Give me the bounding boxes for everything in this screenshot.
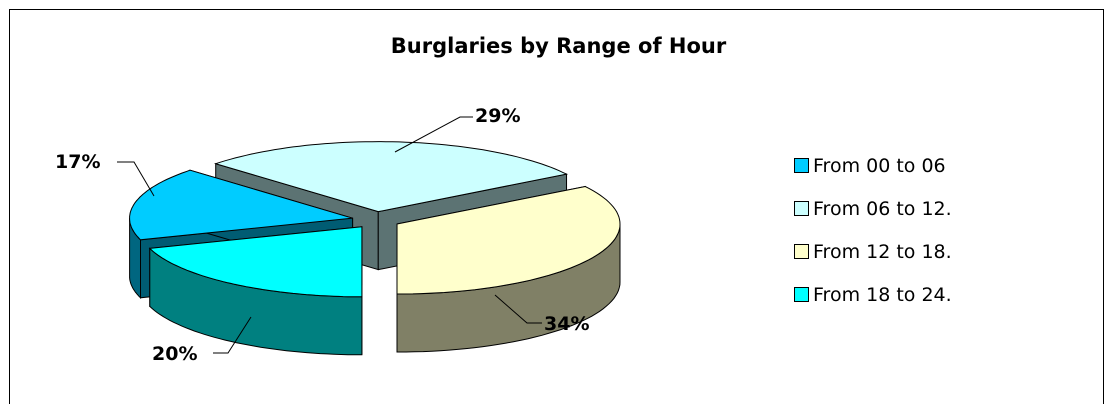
slice-top <box>129 169 353 241</box>
leader-line <box>494 294 542 324</box>
legend-swatch <box>794 201 809 216</box>
data-label: 17% <box>55 151 100 173</box>
chart-title: Burglaries by Range of Hour <box>390 34 727 58</box>
legend-label: From 18 to 24. <box>813 283 952 306</box>
legend-label: From 00 to 06 <box>813 154 946 177</box>
slice-top <box>213 141 569 213</box>
pie-slice <box>148 226 363 356</box>
data-label: 20% <box>152 343 197 365</box>
legend-item: From 00 to 06 <box>794 144 952 187</box>
legend-label: From 12 to 18. <box>813 240 952 263</box>
leader-line <box>394 116 473 153</box>
data-label: 29% <box>475 105 520 127</box>
pie-slice <box>396 185 621 353</box>
data-label: 34% <box>544 313 589 335</box>
legend-swatch <box>794 158 809 173</box>
legend-swatch <box>794 244 809 259</box>
legend-label: From 06 to 12. <box>813 197 952 220</box>
leader-line <box>117 161 155 197</box>
leader-line <box>213 316 252 354</box>
legend-item: From 12 to 18. <box>794 230 952 273</box>
legend-item: From 06 to 12. <box>794 187 952 230</box>
legend-swatch <box>794 287 809 302</box>
slice-top <box>148 226 363 298</box>
slice-top <box>396 185 621 295</box>
legend-item: From 18 to 24. <box>794 273 952 316</box>
chart-legend: From 00 to 06 From 06 to 12. From 12 to … <box>794 144 952 316</box>
